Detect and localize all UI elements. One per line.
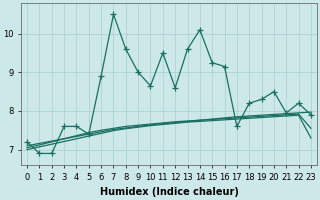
X-axis label: Humidex (Indice chaleur): Humidex (Indice chaleur) (100, 187, 238, 197)
